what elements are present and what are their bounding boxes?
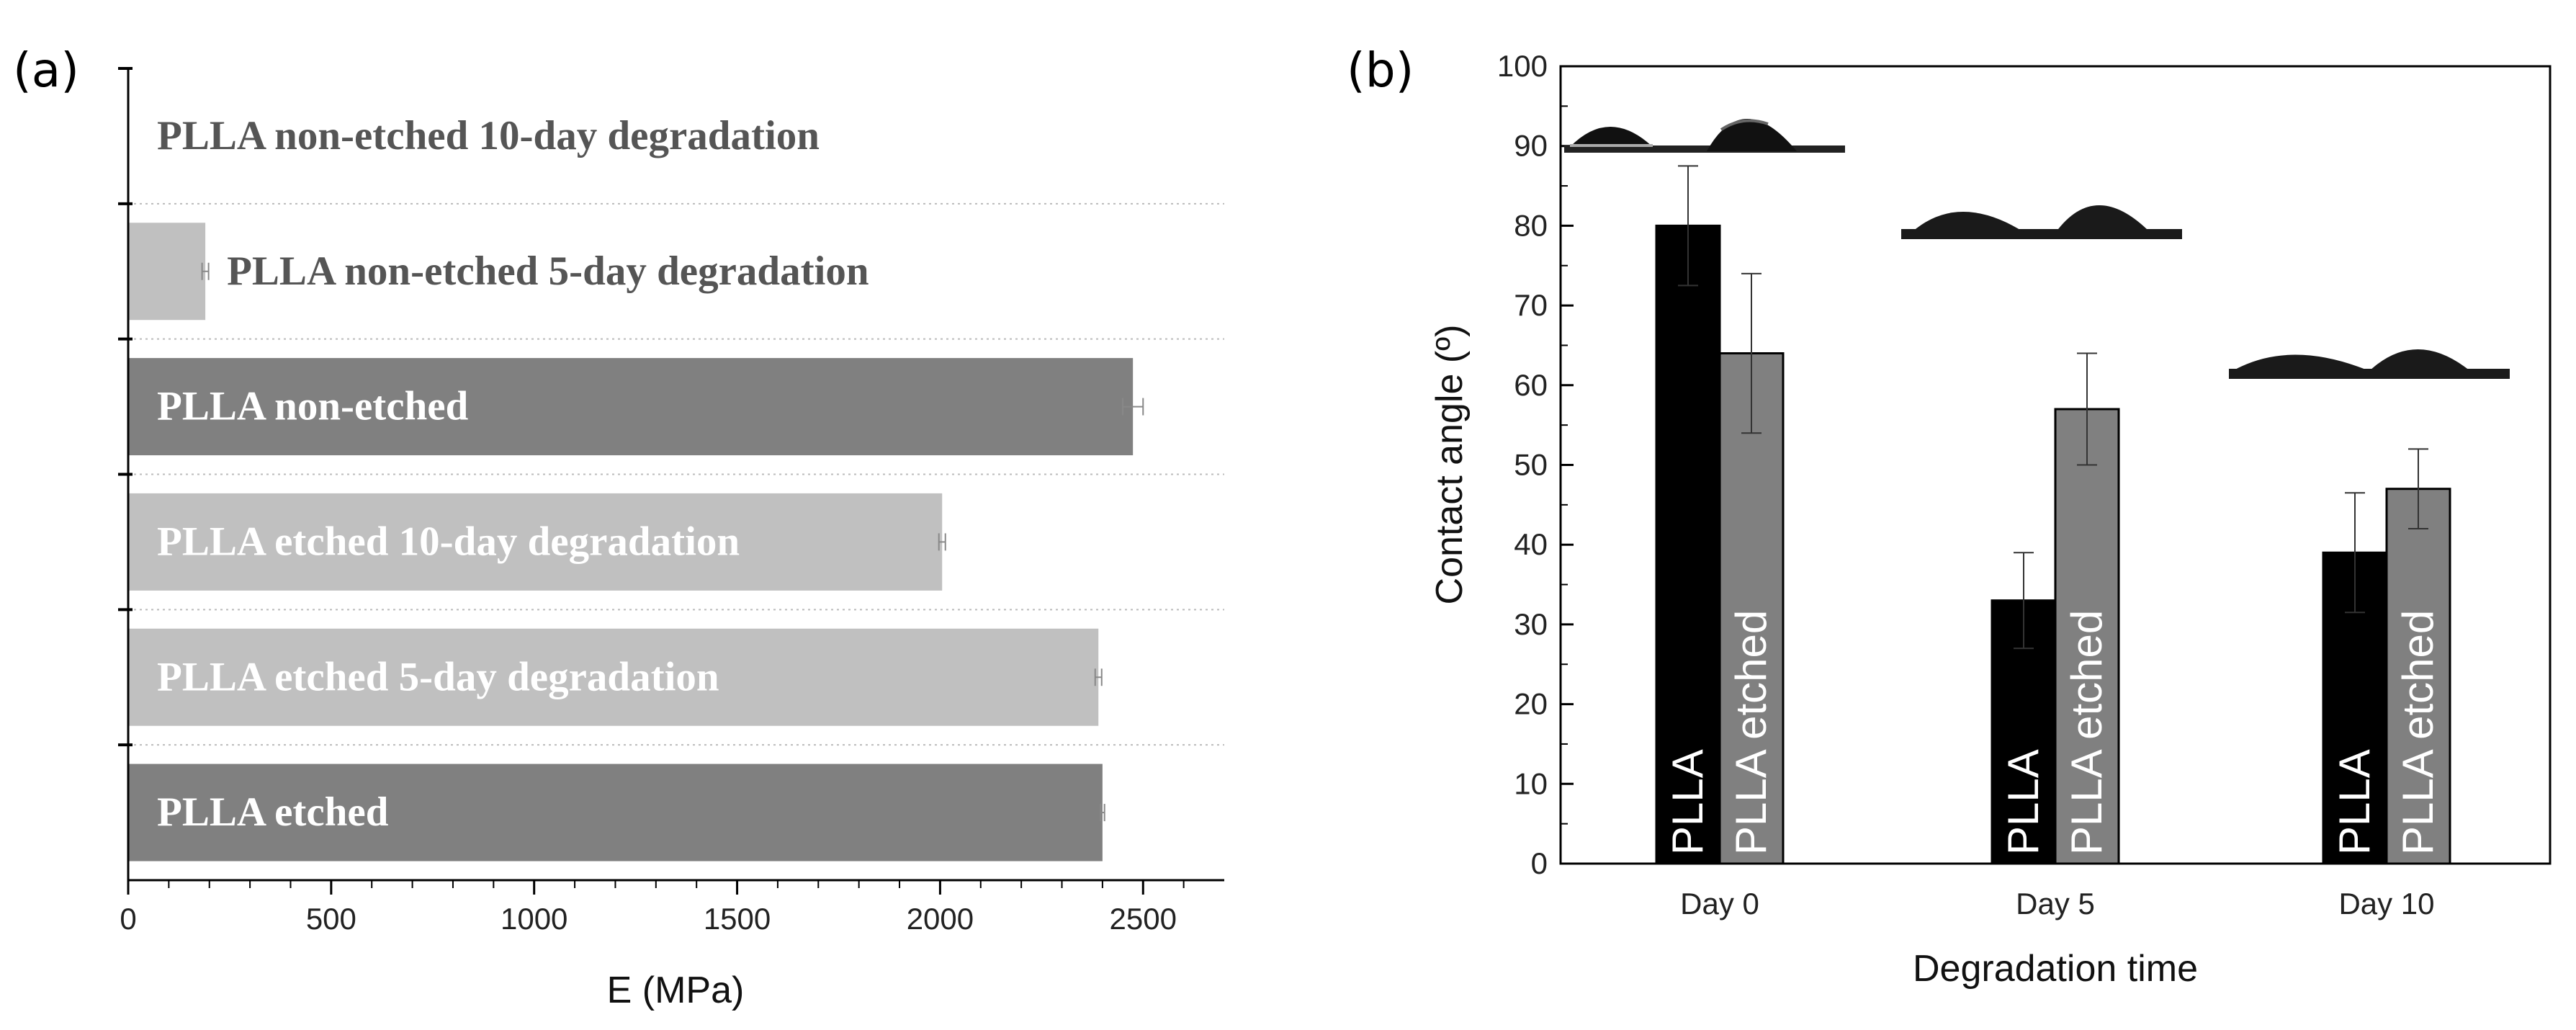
chart-a-bars: PLLA non-etched 10-day degradation PLLA n…: [128, 113, 1144, 861]
chart-a-x-axis-title: E (MPa): [607, 969, 745, 1011]
chart-b-y-tick-label: 90: [1514, 129, 1548, 163]
chart-b-bar-label: PLLA etched: [2063, 610, 2111, 855]
chart-b-y-axis-title: Contact angle (º): [1429, 325, 1471, 605]
chart-b-y-tick-label: 10: [1514, 766, 1548, 800]
chart-b-x-ticks: Day 0 Day 5 Day 10: [1680, 851, 2435, 921]
panel-a-label: (a): [13, 42, 79, 98]
chart-a-bar: [128, 358, 1134, 456]
chart-b-bar-label: PLLA: [1664, 749, 1712, 855]
chart-b-y-tick-label: 20: [1514, 687, 1548, 721]
chart-a-x-tick-label: 500: [306, 902, 356, 936]
chart-a-bar-label: PLLA non-etched: [157, 384, 469, 429]
chart-a-x-tick-label: 0: [120, 902, 136, 936]
chart-a-axes: [127, 68, 1224, 882]
panel-b-label: (b): [1347, 42, 1414, 98]
chart-b-y-tick-label: 40: [1514, 527, 1548, 561]
chart-b-bar: [1655, 224, 1721, 865]
chart-a-bar: [128, 628, 1099, 726]
chart-b-x-tick-label: Day 5: [2016, 887, 2095, 921]
chart-b-y-tick-label: 100: [1497, 49, 1548, 83]
chart-a-x-tick-label: 2000: [907, 902, 974, 936]
chart-b-bars: PLLA PLLA etched PLLA PLLA etched PLLA PLLA e…: [1655, 165, 2451, 865]
chart-b-y-tick-label: 50: [1514, 448, 1548, 482]
chart-b-x-tick-label: Day 0: [1680, 887, 1759, 921]
droplet-image-day10: [2229, 349, 2510, 379]
droplet-image-day5: [1901, 205, 2182, 239]
chart-a-x-tick-label: 1500: [704, 902, 771, 936]
chart-a-x-tick-label: 1000: [501, 902, 567, 936]
chart-b-bar-label: PLLA: [2330, 749, 2379, 855]
chart-b-y-tick-label: 80: [1514, 208, 1548, 242]
chart-b-y-ticks: 0 10 20 30 40 50 60 70 80 90 100: [1497, 49, 1574, 880]
droplet-image-day0: [1564, 119, 1845, 153]
chart-b-bar: [1718, 352, 1785, 865]
chart-a-x-ticks: 0 500 1000 1500 2000 2500: [120, 880, 1185, 936]
chart-a-bar-label: PLLA etched: [157, 789, 389, 835]
chart-a-bar-label: PLLA non-etched 5-day degradation: [227, 248, 869, 294]
chart-a-bar-label: PLLA etched 5-day degradation: [157, 654, 719, 699]
chart-a-bar-label: PLLA etched 10-day degradation: [157, 519, 740, 564]
chart-a-bar: [128, 223, 206, 321]
chart-b-y-tick-label: 0: [1531, 846, 1548, 880]
chart-a-bar-label: PLLA non-etched 10-day degradation: [157, 113, 820, 158]
chart-b-bar: [2054, 408, 2120, 865]
chart-a-x-tick-label: 2500: [1110, 902, 1177, 936]
chart-b-y-tick-label: 60: [1514, 368, 1548, 402]
chart-a-bar: [128, 493, 943, 591]
chart-b-y-tick-label: 30: [1514, 607, 1548, 641]
chart-b-x-axis-title: Degradation time: [1913, 948, 2198, 990]
chart-a-gridlines: [118, 67, 1224, 747]
chart-b-bar-label: PLLA: [1999, 749, 2047, 855]
chart-a: PLLA non-etched 10-day degradation PLLA n…: [118, 67, 1224, 1011]
chart-b-bar-label: PLLA etched: [1727, 610, 1775, 855]
chart-b-y-tick-label: 70: [1514, 288, 1548, 322]
chart-b-bar-label: PLLA etched: [2394, 610, 2442, 855]
chart-a-bar: [128, 763, 1103, 861]
chart-b-x-tick-label: Day 10: [2338, 887, 2434, 921]
